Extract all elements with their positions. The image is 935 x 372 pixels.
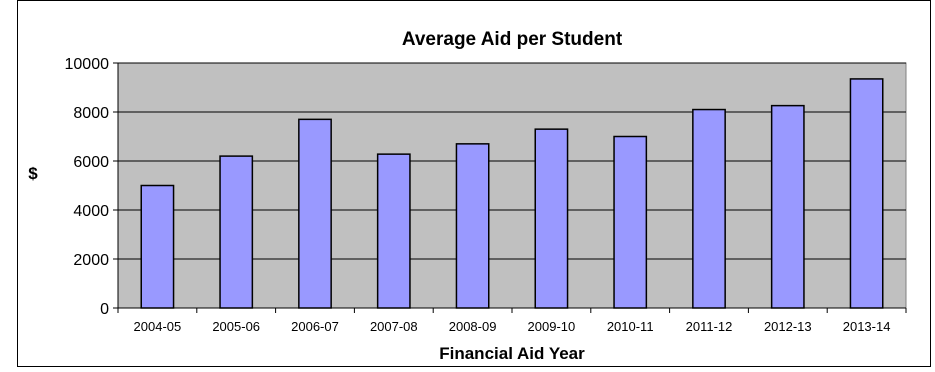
x-tick-label: 2006-07	[291, 319, 339, 334]
x-tick-label: 2008-09	[449, 319, 497, 334]
y-tick-label: 0	[100, 301, 109, 318]
x-axis-ticks: 2004-05 2005-06 2006-07 2007-08 2008-09 2009-…	[117, 308, 907, 334]
x-tick-label: 2011-12	[686, 319, 733, 334]
bar-2013-14	[849, 78, 884, 309]
bar-2007-08	[376, 153, 411, 309]
bar-2008-09	[455, 143, 490, 309]
bar-2006-07	[298, 118, 332, 309]
y-axis-label: $	[28, 164, 38, 183]
x-tick-label: 2007-08	[370, 319, 418, 334]
x-tick-label: 2009-10	[528, 319, 576, 334]
bar-2012-13	[770, 104, 805, 309]
bar-2004-05	[140, 184, 175, 309]
y-tick-label: 4000	[73, 203, 109, 220]
y-tick-label: 2000	[73, 252, 109, 269]
bar-2005-06	[219, 155, 254, 309]
bar-2009-10	[534, 128, 569, 309]
y-tick-label: 6000	[73, 154, 109, 171]
y-axis-ticks: 0 2000 4000 6000 8000 10000	[65, 56, 118, 318]
bars	[140, 78, 884, 309]
chart-title: Average Aid per Student	[402, 29, 623, 50]
x-tick-label: 2005-06	[212, 319, 260, 334]
x-axis-label: Financial Aid Year	[439, 344, 585, 363]
y-tick-label: 10000	[65, 56, 110, 73]
x-tick-label: 2004-05	[134, 319, 182, 334]
x-tick-label: 2010-11	[607, 319, 654, 334]
bar-2011-12	[692, 108, 726, 309]
bar-2010-11	[613, 135, 648, 309]
y-tick-label: 8000	[73, 105, 109, 122]
x-tick-label: 2013-14	[843, 319, 891, 334]
x-tick-label: 2012-13	[764, 319, 812, 334]
